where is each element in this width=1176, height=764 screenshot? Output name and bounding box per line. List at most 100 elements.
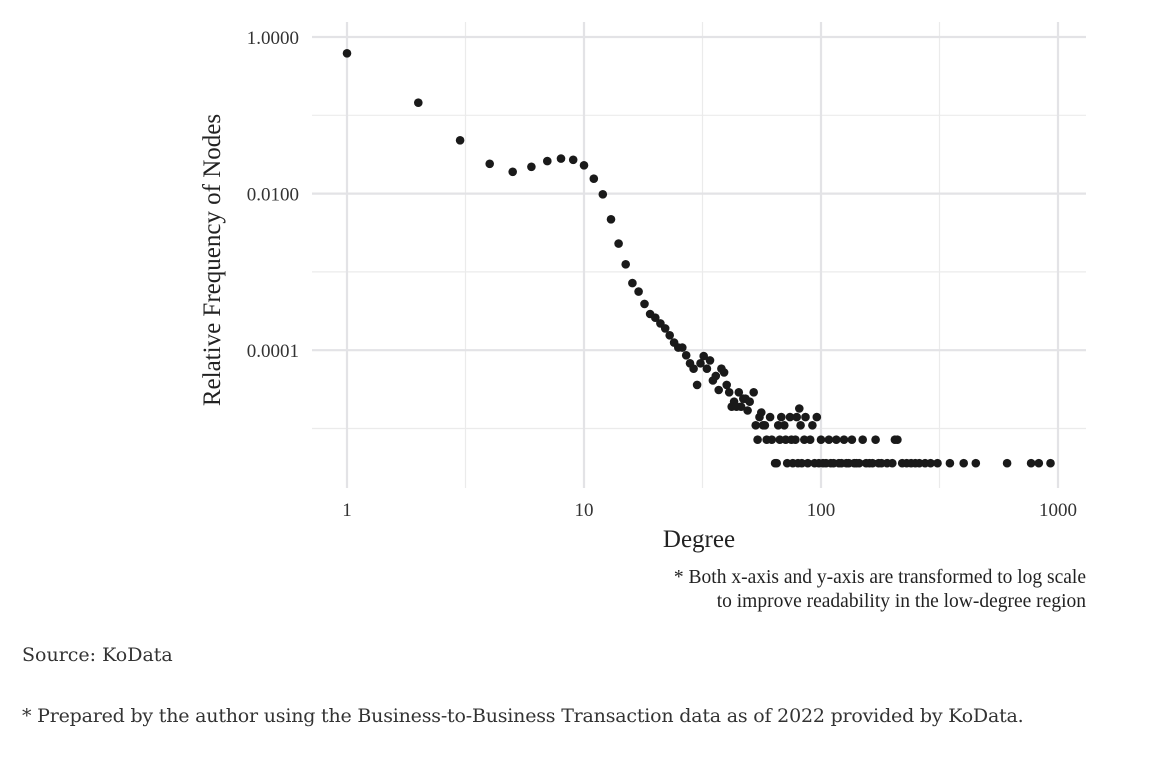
data-point xyxy=(543,156,552,166)
data-point xyxy=(808,421,817,430)
y-tick-label: 0.0100 xyxy=(247,185,299,206)
data-point xyxy=(702,364,712,374)
data-point xyxy=(795,404,804,413)
data-point xyxy=(743,406,752,415)
data-point xyxy=(598,190,608,199)
data-point xyxy=(414,98,423,107)
data-point xyxy=(508,167,517,177)
data-point xyxy=(773,421,783,430)
data-point xyxy=(734,388,744,397)
data-point xyxy=(614,239,623,248)
data-point xyxy=(760,421,770,430)
data-point xyxy=(753,435,762,445)
data-point xyxy=(485,159,495,169)
data-point xyxy=(767,435,777,445)
data-point xyxy=(1002,458,1012,468)
x-tick-label: 100 xyxy=(807,500,836,521)
data-point xyxy=(579,161,589,170)
data-point xyxy=(1026,458,1036,468)
y-axis-tick-labels: 1.0000 0.0100 0.0001 xyxy=(247,28,299,362)
y-tick-label: 1.0000 xyxy=(247,28,299,49)
data-point xyxy=(796,421,805,430)
data-point xyxy=(589,174,599,183)
data-point xyxy=(800,435,809,445)
data-point xyxy=(812,412,822,422)
data-point xyxy=(945,458,955,468)
data-point xyxy=(699,351,708,361)
data-point xyxy=(751,421,760,430)
data-point xyxy=(780,421,789,430)
data-point xyxy=(959,458,968,468)
data-point xyxy=(556,154,566,163)
data-point xyxy=(871,435,880,445)
data-point xyxy=(775,435,785,445)
data-point xyxy=(745,397,754,407)
data-point xyxy=(765,412,775,422)
data-point xyxy=(893,435,902,445)
data-point xyxy=(772,458,781,468)
data-point xyxy=(568,155,578,165)
data-points xyxy=(342,49,1055,468)
data-point xyxy=(933,458,942,468)
data-point xyxy=(640,299,649,309)
data-point xyxy=(527,162,536,172)
data-point xyxy=(1046,458,1055,468)
data-point xyxy=(749,388,758,397)
note-line-1: * Both x-axis and y-axis are transformed… xyxy=(673,567,1086,588)
data-point xyxy=(839,435,849,445)
data-point xyxy=(711,371,721,381)
data-point xyxy=(888,458,897,468)
data-point xyxy=(736,402,746,412)
data-point xyxy=(342,49,352,58)
data-point xyxy=(971,458,981,468)
data-point xyxy=(678,343,687,352)
data-point xyxy=(792,412,801,422)
data-point xyxy=(714,385,723,395)
data-point xyxy=(926,458,935,468)
data-point xyxy=(722,380,731,390)
data-point xyxy=(651,313,660,323)
data-point xyxy=(803,458,813,468)
data-point xyxy=(868,458,877,468)
minor-gridlines xyxy=(312,22,1086,488)
major-gridlines xyxy=(312,22,1086,488)
data-point xyxy=(785,412,795,422)
x-axis-tick-labels: 1 10 100 1000 xyxy=(342,500,1077,521)
y-axis-title: Relative Frequency of Nodes xyxy=(199,114,226,406)
data-point xyxy=(689,364,698,374)
x-tick-label: 10 xyxy=(575,500,594,521)
prepared-by-caption: * Prepared by the author using the Busin… xyxy=(22,705,1024,727)
data-point xyxy=(628,278,637,288)
data-point xyxy=(665,331,674,340)
data-point xyxy=(681,351,691,360)
data-point xyxy=(847,435,857,445)
data-point xyxy=(832,435,841,445)
data-point xyxy=(801,412,810,422)
data-point xyxy=(777,412,786,422)
x-tick-label: 1 xyxy=(342,500,352,521)
data-point xyxy=(816,435,826,445)
data-point xyxy=(696,359,705,368)
data-point xyxy=(757,408,766,417)
data-point xyxy=(634,287,643,296)
y-tick-label: 0.0001 xyxy=(247,341,299,362)
data-point xyxy=(858,435,867,445)
data-point xyxy=(660,324,670,333)
data-point xyxy=(854,458,864,468)
note-line-2: to improve readability in the low-degree… xyxy=(716,591,1086,612)
data-point xyxy=(797,458,807,468)
data-point xyxy=(621,260,630,269)
data-point xyxy=(791,435,800,445)
data-point xyxy=(1034,458,1044,468)
x-tick-label: 1000 xyxy=(1039,500,1077,521)
log-scale-note: * Both x-axis and y-axis are transformed… xyxy=(674,566,1086,614)
data-point xyxy=(724,388,734,397)
x-axis-title: Degree xyxy=(663,526,735,553)
data-point xyxy=(455,136,465,145)
data-point xyxy=(705,356,715,365)
data-point xyxy=(692,380,702,390)
data-point xyxy=(606,215,616,224)
data-point xyxy=(719,368,729,377)
data-point xyxy=(824,435,834,445)
